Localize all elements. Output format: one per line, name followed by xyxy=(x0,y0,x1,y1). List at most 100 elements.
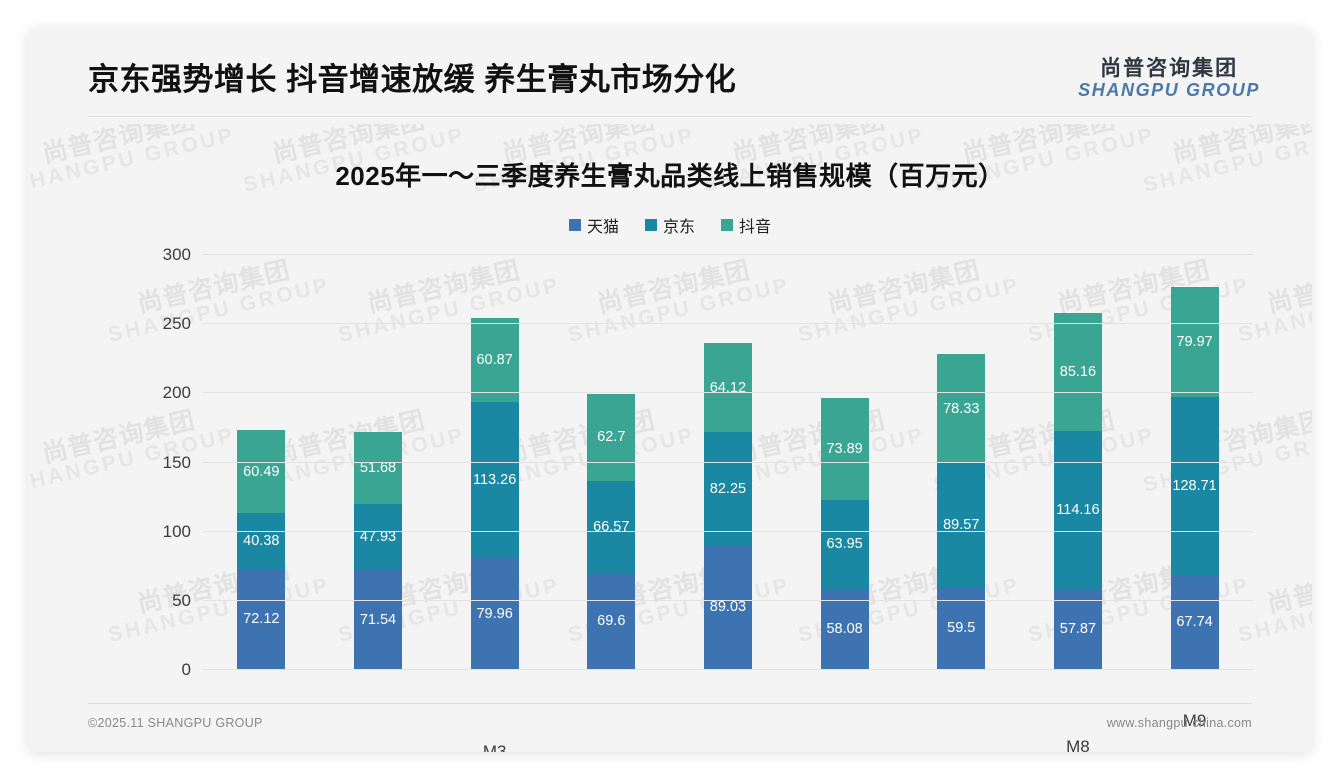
bar-value-label: 67.74 xyxy=(1176,614,1213,631)
legend-label: 天猫 xyxy=(586,219,619,236)
x-axis-tick-label: M3 xyxy=(482,741,507,752)
chart-title: 2025年一～三季度养生膏丸品类线上销售规模（百万元） xyxy=(335,161,1005,191)
bar-segment[interactable]: 89.57 xyxy=(937,462,986,587)
bar-value-label: 71.54 xyxy=(359,611,397,628)
bar-segment[interactable]: 58.08 xyxy=(820,588,869,669)
legend-item-1[interactable]: 天猫 xyxy=(568,213,619,237)
y-gridline xyxy=(203,530,1253,532)
bar-value-label: 78.33 xyxy=(943,400,980,417)
bar-segment[interactable]: 66.57 xyxy=(587,480,636,573)
footer-website: www.shangpu-china.com xyxy=(1106,716,1252,730)
bar-segment[interactable]: 79.97 xyxy=(1170,286,1219,398)
bar-segment[interactable]: 85.16 xyxy=(1053,313,1102,432)
y-gridline xyxy=(203,323,1253,325)
bar-value-label: 113.26 xyxy=(473,472,517,489)
bar-value-label: 79.97 xyxy=(1176,333,1213,350)
bar-value-label: 89.57 xyxy=(943,516,980,533)
x-axis-tick-label: M8 xyxy=(1066,737,1090,752)
bar-segment[interactable]: 64.12 xyxy=(703,343,752,433)
bar-group[interactable]: 85.16 114.16 57.87 M8 xyxy=(1053,313,1102,752)
bar-value-label: 114.16 xyxy=(1056,502,1100,518)
bar-segment[interactable]: 79.96 xyxy=(470,558,519,669)
bar-value-label: 60.87 xyxy=(476,351,513,368)
y-axis-tick-label: 300 xyxy=(162,245,191,264)
legend-label: 抖音 xyxy=(739,219,772,236)
bar-segment[interactable]: 60.49 xyxy=(237,429,286,514)
bar-segment[interactable]: 78.33 xyxy=(937,354,986,463)
bar-segment[interactable]: 71.54 xyxy=(353,570,402,669)
bar-value-label: 72.12 xyxy=(243,611,280,628)
y-gridline xyxy=(203,392,1253,394)
bar-value-label: 79.96 xyxy=(476,605,513,622)
y-gridline xyxy=(203,669,1253,670)
chart-plot-area: 60.4940.3872.12M151.6847.9371.54M260.871… xyxy=(163,245,1253,752)
logo-chinese-text: 尚普咨询集团 xyxy=(1100,57,1239,80)
page-title: 京东强势增长 抖音增速放缓 养生膏丸市场分化 xyxy=(88,62,737,97)
bar-group[interactable]: 60.87 113.26 79.96 M3 xyxy=(470,317,519,752)
bar-value-label: 57.87 xyxy=(1059,620,1097,637)
bar-segment[interactable]: 73.89 xyxy=(820,398,869,501)
y-axis-tick-label: 50 xyxy=(172,590,191,610)
bar-value-label: 62.7 xyxy=(597,429,626,446)
bar-segment[interactable]: 69.6 xyxy=(587,572,636,669)
bar-segment[interactable]: 47.93 xyxy=(353,503,402,571)
y-axis-tick-label: 0 xyxy=(181,660,191,679)
bar-segment[interactable]: 40.38 xyxy=(237,513,286,570)
logo-english-text: SHANGPU GROUP xyxy=(1078,80,1260,101)
bar-segment[interactable]: 113.26 xyxy=(470,401,519,559)
legend-swatch-icon xyxy=(568,219,581,231)
bar-value-label: 51.68 xyxy=(359,460,397,476)
bar-segment[interactable]: 63.95 xyxy=(820,500,869,589)
bar-group[interactable]: 79.97 128.71 67.74 M9 xyxy=(1170,286,1219,730)
bar-segment[interactable]: 114.16 xyxy=(1053,431,1102,589)
bar-value-label: 85.16 xyxy=(1059,364,1097,381)
bar-segment[interactable]: 82.25 xyxy=(703,432,752,546)
bar-segment[interactable]: 62.7 xyxy=(587,393,636,481)
y-axis-tick-label: 100 xyxy=(162,521,191,541)
bar-segment[interactable]: 72.12 xyxy=(237,569,286,669)
bar-series-container: 60.4940.3872.12M151.6847.9371.54M260.871… xyxy=(203,254,1253,752)
bar-value-label: 66.57 xyxy=(593,518,630,535)
y-axis-tick-label: 150 xyxy=(162,452,191,472)
bar-value-label: 69.6 xyxy=(597,612,626,629)
bar-value-label: 60.49 xyxy=(243,463,280,480)
x-axis-tick-label: M9 xyxy=(1182,710,1207,730)
bar-value-label: 128.71 xyxy=(1172,478,1217,495)
y-gridline xyxy=(203,254,1253,255)
bar-segment[interactable]: 67.74 xyxy=(1170,575,1219,669)
chart-legend: 天猫 京东 抖音 xyxy=(28,213,1312,237)
bar-value-label: 82.25 xyxy=(709,480,747,497)
legend-item-3[interactable]: 抖音 xyxy=(721,213,771,237)
y-axis-tick-label: 250 xyxy=(162,314,191,334)
footer-divider xyxy=(88,703,1252,704)
bar-segment[interactable]: 89.03 xyxy=(703,545,752,669)
bar-value-label: 59.5 xyxy=(947,619,976,636)
bar-value-label: 40.38 xyxy=(243,533,280,550)
card-header: 京东强势增长 抖音增速放缓 养生膏丸市场分化 尚普咨询集团 SHANGPU GR… xyxy=(28,28,1312,118)
bar-segment[interactable]: 51.68 xyxy=(353,432,402,504)
legend-swatch-icon xyxy=(721,219,733,231)
bar-value-label: 73.89 xyxy=(826,441,863,458)
bar-segment[interactable]: 57.87 xyxy=(1053,588,1102,669)
company-logo: 尚普咨询集团 SHANGPU GROUP xyxy=(1078,57,1260,101)
legend-label: 京东 xyxy=(662,219,695,236)
header-divider xyxy=(88,116,1252,117)
y-gridline xyxy=(203,599,1253,601)
legend-swatch-icon xyxy=(644,219,657,231)
bar-value-label: 63.95 xyxy=(826,536,863,553)
y-axis-tick-label: 200 xyxy=(162,383,191,403)
legend-item-2[interactable]: 京东 xyxy=(644,213,695,237)
bar-segment[interactable]: 60.87 xyxy=(470,317,519,402)
bar-segment[interactable]: 128.71 xyxy=(1170,397,1219,576)
report-card: 尚普咨询集团 SHANGPU GROUP 尚普咨询集团 SHANGPU GROUP 尚普… xyxy=(28,28,1312,752)
bar-value-label: 64.12 xyxy=(709,379,747,396)
bar-value-label: 89.03 xyxy=(709,599,747,616)
footer-copyright: ©2025.11 SHANGPU GROUP xyxy=(88,716,263,730)
bar-value-label: 47.93 xyxy=(359,528,397,545)
